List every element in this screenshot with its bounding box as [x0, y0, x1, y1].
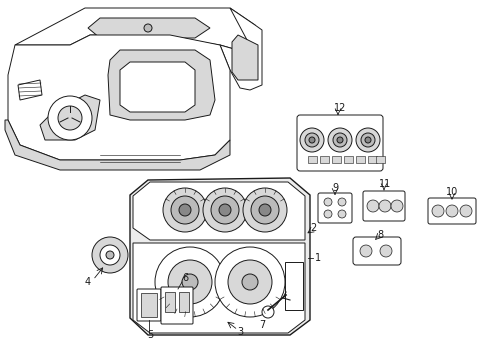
Circle shape: [431, 205, 443, 217]
Circle shape: [337, 210, 346, 218]
FancyBboxPatch shape: [317, 193, 351, 223]
Text: 4: 4: [85, 277, 91, 287]
Bar: [307, 156, 316, 163]
Circle shape: [227, 260, 271, 304]
Polygon shape: [120, 62, 195, 112]
Circle shape: [168, 260, 212, 304]
Text: 8: 8: [376, 230, 382, 240]
FancyBboxPatch shape: [161, 287, 193, 324]
Bar: [375, 156, 384, 163]
Circle shape: [324, 198, 331, 206]
Circle shape: [445, 205, 457, 217]
Text: 10: 10: [445, 187, 457, 197]
Circle shape: [336, 137, 342, 143]
Bar: [179, 292, 189, 312]
Circle shape: [459, 205, 471, 217]
Circle shape: [299, 128, 324, 152]
Circle shape: [327, 128, 351, 152]
FancyBboxPatch shape: [362, 191, 404, 221]
Circle shape: [332, 133, 346, 147]
FancyBboxPatch shape: [296, 115, 382, 171]
Circle shape: [308, 137, 314, 143]
Text: 9: 9: [331, 183, 337, 193]
Circle shape: [250, 196, 279, 224]
Bar: [367, 156, 376, 163]
Polygon shape: [108, 50, 215, 120]
Circle shape: [106, 251, 114, 259]
Circle shape: [366, 200, 378, 212]
Bar: [319, 156, 328, 163]
Polygon shape: [133, 182, 305, 240]
Circle shape: [243, 188, 286, 232]
Circle shape: [58, 106, 82, 130]
Text: 11: 11: [378, 179, 390, 189]
Bar: [355, 156, 364, 163]
Bar: [331, 156, 340, 163]
FancyBboxPatch shape: [427, 198, 475, 224]
FancyBboxPatch shape: [137, 289, 161, 321]
Circle shape: [179, 204, 191, 216]
Text: 1: 1: [314, 253, 321, 263]
Circle shape: [92, 237, 128, 273]
Circle shape: [259, 204, 270, 216]
Bar: [164, 292, 175, 312]
Circle shape: [100, 245, 120, 265]
Polygon shape: [8, 35, 229, 160]
Text: 7: 7: [258, 320, 264, 330]
Circle shape: [219, 204, 230, 216]
FancyBboxPatch shape: [352, 237, 400, 265]
Circle shape: [182, 274, 198, 290]
Circle shape: [171, 196, 199, 224]
Circle shape: [203, 188, 246, 232]
Circle shape: [143, 24, 152, 32]
Circle shape: [337, 198, 346, 206]
Circle shape: [163, 188, 206, 232]
Text: 12: 12: [333, 103, 346, 113]
Polygon shape: [5, 120, 229, 170]
Polygon shape: [130, 178, 309, 335]
Polygon shape: [220, 8, 262, 90]
Text: 6: 6: [182, 273, 188, 283]
Bar: [285, 262, 303, 310]
Circle shape: [378, 200, 390, 212]
Circle shape: [262, 306, 273, 318]
Circle shape: [355, 128, 379, 152]
Polygon shape: [40, 95, 100, 140]
Polygon shape: [18, 80, 42, 100]
Polygon shape: [133, 243, 305, 333]
Circle shape: [155, 247, 224, 317]
Circle shape: [359, 245, 371, 257]
Circle shape: [364, 137, 370, 143]
Circle shape: [379, 245, 391, 257]
Text: 5: 5: [146, 330, 153, 340]
Circle shape: [215, 247, 285, 317]
Circle shape: [390, 200, 402, 212]
Bar: [343, 156, 352, 163]
Circle shape: [360, 133, 374, 147]
Bar: [141, 293, 157, 317]
Circle shape: [305, 133, 318, 147]
Circle shape: [324, 210, 331, 218]
Text: 3: 3: [237, 327, 243, 337]
Polygon shape: [15, 8, 254, 55]
Polygon shape: [88, 18, 209, 38]
Circle shape: [48, 96, 92, 140]
Text: 2: 2: [309, 223, 315, 233]
Circle shape: [210, 196, 239, 224]
Polygon shape: [231, 35, 258, 80]
Circle shape: [242, 274, 258, 290]
